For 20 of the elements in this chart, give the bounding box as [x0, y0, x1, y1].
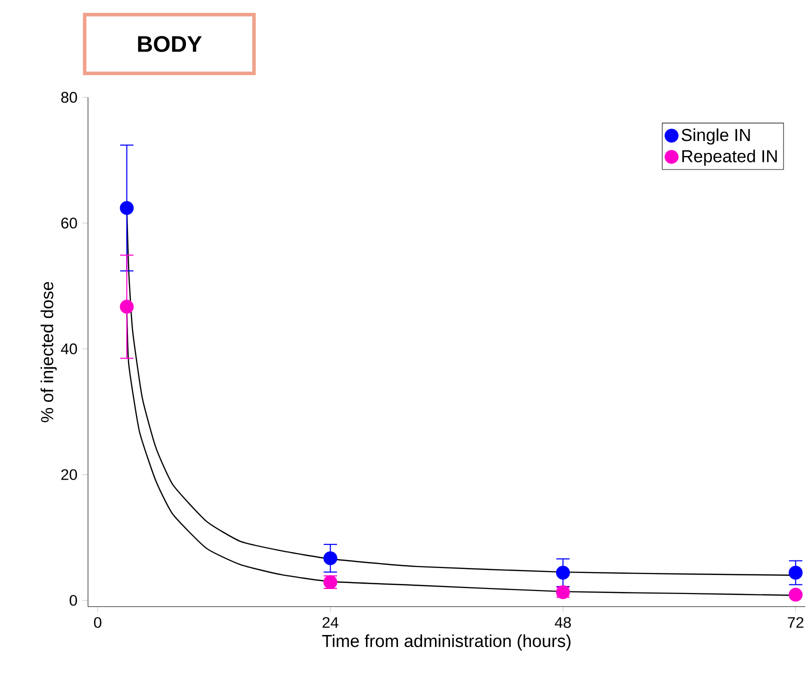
- chart-title: BODY: [138, 36, 202, 52]
- x-axis-title: Time from administration (hours): [322, 634, 570, 651]
- y-axis-title: % of injected dose: [40, 282, 57, 422]
- point: [788, 588, 803, 602]
- x-tick-label: 72: [788, 617, 804, 628]
- point: [120, 300, 134, 314]
- x-tick-label: 24: [322, 617, 338, 628]
- point: [556, 566, 570, 580]
- y-tick-label: 80: [61, 92, 77, 103]
- y-tick-label: 20: [61, 469, 77, 480]
- point: [323, 551, 338, 566]
- point: [120, 201, 134, 215]
- x-tick-label: 48: [554, 617, 571, 628]
- x-tick-label: 0: [94, 617, 102, 628]
- y-tick-label: 40: [60, 343, 77, 354]
- y-tick-label: 60: [61, 218, 77, 229]
- legend-label: Single IN: [682, 128, 750, 145]
- legend-label: Repeated IN: [682, 150, 777, 166]
- y-tick-label: 0: [70, 594, 77, 606]
- point: [788, 566, 803, 580]
